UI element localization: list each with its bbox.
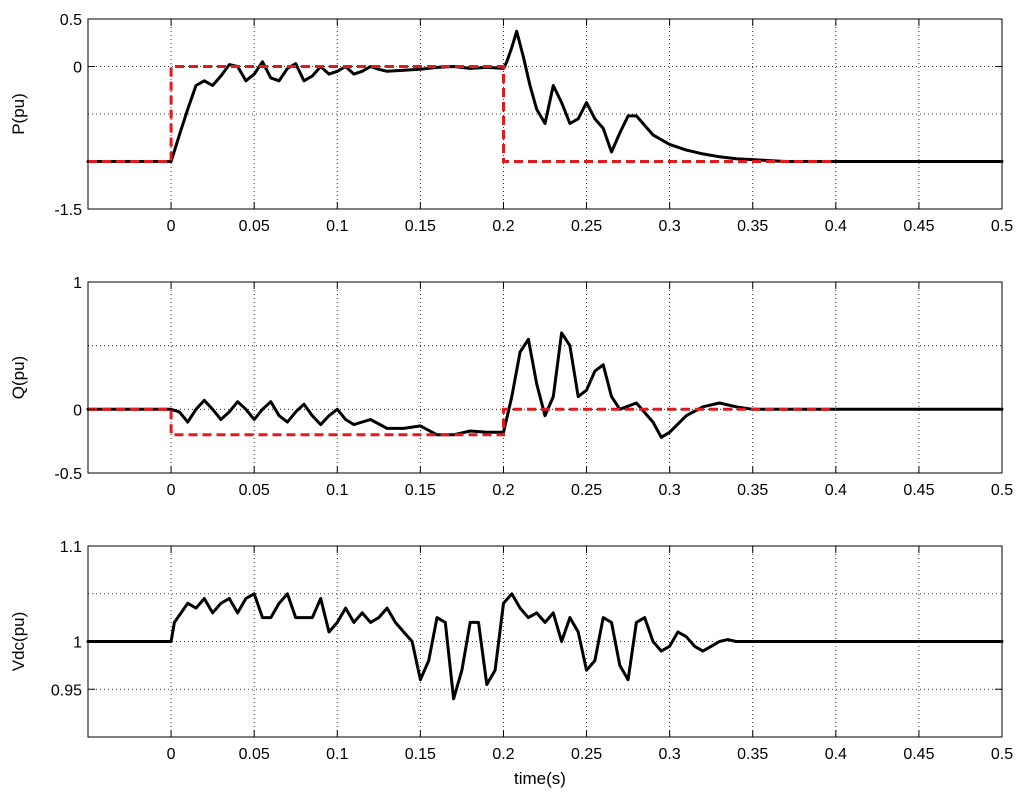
x-tick-label: 0.35 — [737, 746, 768, 763]
x-tick-label: 0.5 — [991, 218, 1013, 235]
x-tick-label: 0.15 — [405, 482, 436, 499]
y-tick-label: 1.1 — [60, 539, 82, 556]
x-tick-label: 0 — [167, 746, 176, 763]
subplot-3: 0 0.05 0.1 0.15 0.2 0.25 0.3 0.35 0.4 0.45 0.5 0.95… — [9, 539, 1013, 788]
x-tick-label: 0.05 — [239, 482, 270, 499]
x-tick-label: 0.2 — [492, 218, 514, 235]
y-tick-label: 0 — [73, 60, 82, 77]
axes-frame — [87, 281, 1003, 474]
y-tick-label: -1.5 — [54, 202, 82, 219]
x-tick-label: 0.45 — [903, 746, 934, 763]
reference-series-line — [88, 65, 836, 163]
axes-frame — [87, 18, 1003, 210]
x-tick-label: 0.35 — [737, 482, 768, 499]
x-tick-label: 0.2 — [492, 482, 514, 499]
reference-series-line — [88, 407, 836, 437]
x-tick-label: 0.3 — [659, 746, 681, 763]
x-tick-label: 0.5 — [991, 746, 1013, 763]
x-tick-label: 0 — [167, 482, 176, 499]
y-tick-label: 1 — [73, 635, 82, 652]
x-tick-label: 0.15 — [405, 746, 436, 763]
y-axis-label: Vdc(pu) — [9, 612, 28, 672]
x-axis-label: time(s) — [514, 769, 566, 788]
x-tick-label: 0.3 — [659, 482, 681, 499]
measured-series-line — [86, 592, 1004, 701]
y-tick-label: 1 — [73, 275, 82, 292]
y-tick-label: 0.5 — [60, 12, 82, 29]
measured-series-line — [86, 331, 1004, 439]
x-tick-label: 0 — [167, 218, 176, 235]
x-tick-label: 0.1 — [326, 746, 348, 763]
x-tick-label: 0.05 — [239, 218, 270, 235]
y-axis-label: Q(pu) — [9, 356, 28, 399]
subplot-1: 0 0.05 0.1 0.15 0.2 0.25 0.3 0.35 0.4 0.45 0.5 -1.5… — [9, 12, 1013, 235]
x-tick-label: 0.4 — [825, 482, 847, 499]
x-tick-label: 0.35 — [737, 218, 768, 235]
x-tick-label: 0.45 — [903, 482, 934, 499]
x-tick-label: 0.45 — [903, 218, 934, 235]
x-tick-label: 0.25 — [571, 482, 602, 499]
x-tick-label: 0.1 — [326, 482, 348, 499]
x-tick-label: 0.1 — [326, 218, 348, 235]
y-tick-label: -0.5 — [54, 466, 82, 483]
x-tick-label: 0.25 — [571, 746, 602, 763]
x-tick-label: 0.4 — [825, 218, 847, 235]
x-tick-label: 0.4 — [825, 746, 847, 763]
x-tick-label: 0.5 — [991, 482, 1013, 499]
y-tick-label: 0.95 — [51, 682, 82, 699]
subplot-2: 0 0.05 0.1 0.15 0.2 0.25 0.3 0.35 0.4 0.45 0.5 -0.5… — [9, 275, 1013, 499]
y-axis-label: P(pu) — [9, 93, 28, 135]
x-tick-label: 0.2 — [492, 746, 514, 763]
x-tick-label: 0.3 — [659, 218, 681, 235]
x-tick-label: 0.25 — [571, 218, 602, 235]
y-tick-label: 0 — [73, 402, 82, 419]
x-tick-label: 0.05 — [239, 746, 270, 763]
measured-series-line — [86, 29, 1004, 163]
x-tick-label: 0.15 — [405, 218, 436, 235]
